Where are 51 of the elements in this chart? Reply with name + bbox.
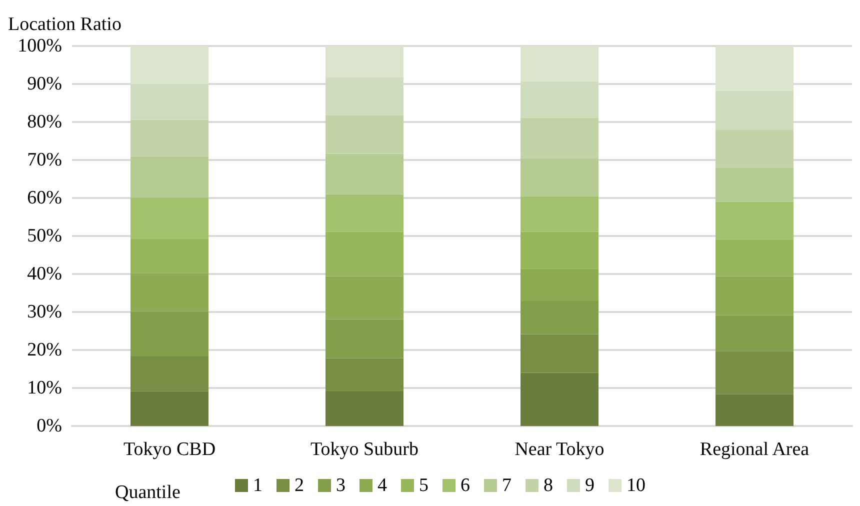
legend-label: 3 (336, 475, 346, 496)
x-tick-label: Regional Area (700, 439, 810, 460)
legend-label: 6 (460, 475, 470, 496)
legend-label: 5 (419, 475, 428, 496)
bar (520, 196, 598, 232)
y-tick-label: 60% (27, 188, 62, 208)
legend-label: 1 (253, 475, 262, 496)
legend-label: 7 (502, 475, 512, 496)
legend-label: 9 (585, 475, 594, 496)
y-tick-label: 50% (27, 226, 62, 246)
x-tick-label: Tokyo Suburb (310, 439, 418, 460)
legend-label: 10 (626, 475, 646, 496)
bar (716, 90, 794, 130)
y-tick-label: 40% (27, 264, 62, 284)
x-tick-label: Near Tokyo (514, 439, 604, 460)
legend-title: Quantile (115, 482, 180, 503)
y-tick-label: 100% (18, 36, 62, 56)
y-tick-label: 70% (27, 150, 62, 170)
bar (326, 358, 404, 391)
y-tick-label: 20% (27, 340, 62, 360)
bar (520, 334, 598, 373)
bar (326, 115, 404, 154)
bar (326, 194, 404, 232)
bar (326, 390, 404, 426)
bar (130, 356, 208, 392)
legend-label: 8 (544, 475, 553, 496)
bar (130, 391, 208, 426)
bar (716, 168, 794, 202)
bar (326, 77, 404, 116)
bar (520, 372, 598, 426)
bar (130, 197, 208, 240)
legend-label: 4 (378, 475, 388, 496)
y-tick-label: 90% (27, 74, 62, 94)
legend-label: 2 (294, 475, 304, 496)
y-axis-title: Location Ratio (8, 14, 122, 35)
bar (520, 158, 598, 196)
y-tick-label: 80% (27, 112, 62, 132)
bar (130, 120, 208, 156)
y-tick-label: 10% (27, 378, 62, 398)
bar (520, 118, 598, 158)
y-tick-label: 0% (36, 416, 62, 436)
y-tick-label: 30% (27, 302, 62, 322)
bar (716, 130, 794, 168)
bar (520, 81, 598, 118)
bar (716, 351, 794, 394)
bar (130, 156, 208, 198)
bar (716, 202, 794, 240)
bar (326, 154, 404, 194)
bar (716, 394, 794, 426)
bar (130, 84, 208, 120)
x-tick-label: Tokyo CBD (123, 439, 216, 460)
